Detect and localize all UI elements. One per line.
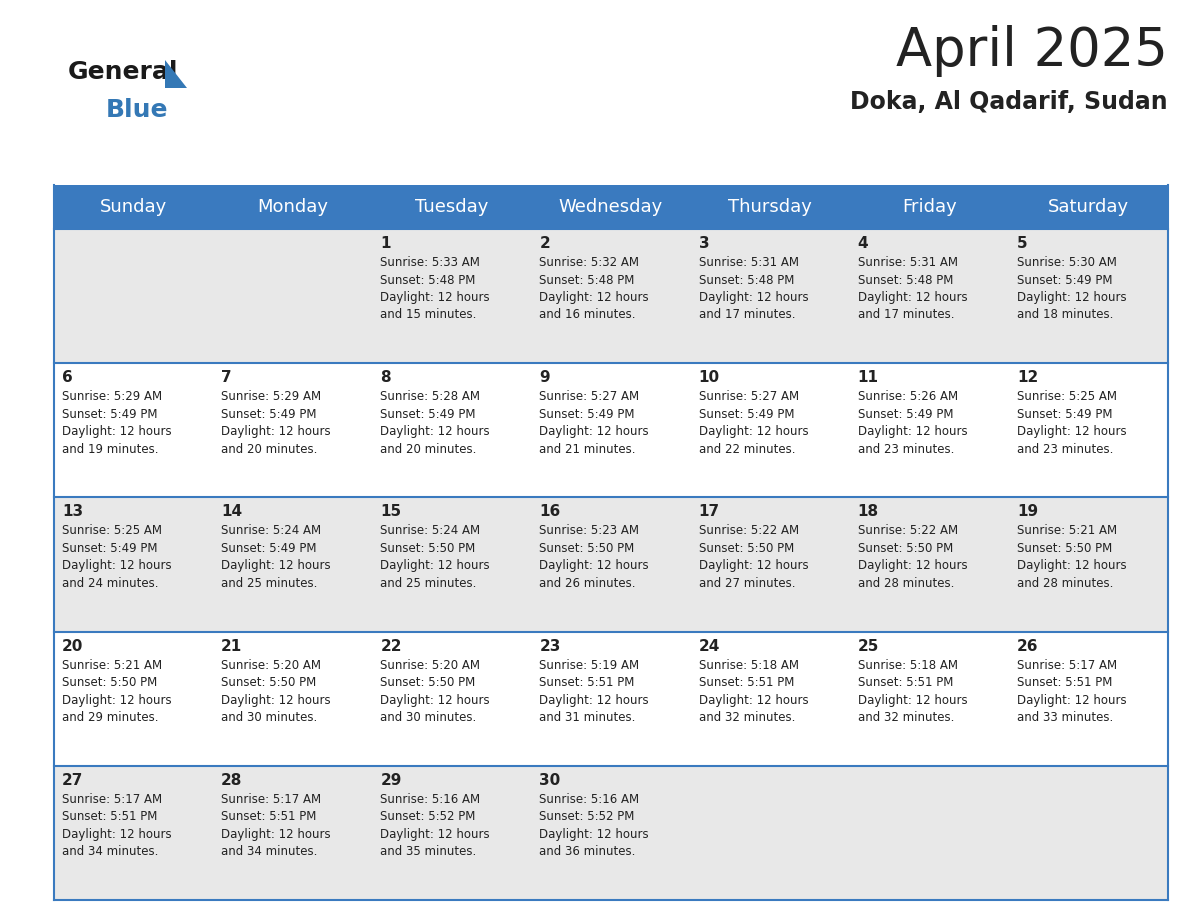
Text: Sunrise: 5:27 AM
Sunset: 5:49 PM
Daylight: 12 hours
and 21 minutes.: Sunrise: 5:27 AM Sunset: 5:49 PM Dayligh… xyxy=(539,390,649,455)
Text: Doka, Al Qadarif, Sudan: Doka, Al Qadarif, Sudan xyxy=(851,90,1168,114)
Text: Sunrise: 5:18 AM
Sunset: 5:51 PM
Daylight: 12 hours
and 32 minutes.: Sunrise: 5:18 AM Sunset: 5:51 PM Dayligh… xyxy=(858,658,967,724)
Text: Sunrise: 5:28 AM
Sunset: 5:49 PM
Daylight: 12 hours
and 20 minutes.: Sunrise: 5:28 AM Sunset: 5:49 PM Dayligh… xyxy=(380,390,489,455)
Text: Sunrise: 5:24 AM
Sunset: 5:49 PM
Daylight: 12 hours
and 25 minutes.: Sunrise: 5:24 AM Sunset: 5:49 PM Dayligh… xyxy=(221,524,330,590)
Text: Tuesday: Tuesday xyxy=(415,198,488,216)
Text: Sunrise: 5:22 AM
Sunset: 5:50 PM
Daylight: 12 hours
and 28 minutes.: Sunrise: 5:22 AM Sunset: 5:50 PM Dayligh… xyxy=(858,524,967,590)
Text: 20: 20 xyxy=(62,639,83,654)
Bar xyxy=(53,498,1168,632)
Text: Sunrise: 5:16 AM
Sunset: 5:52 PM
Daylight: 12 hours
and 36 minutes.: Sunrise: 5:16 AM Sunset: 5:52 PM Dayligh… xyxy=(539,793,649,858)
Text: 10: 10 xyxy=(699,370,720,386)
Text: 22: 22 xyxy=(380,639,402,654)
Text: 8: 8 xyxy=(380,370,391,386)
Text: 13: 13 xyxy=(62,504,83,520)
Text: Sunrise: 5:17 AM
Sunset: 5:51 PM
Daylight: 12 hours
and 33 minutes.: Sunrise: 5:17 AM Sunset: 5:51 PM Dayligh… xyxy=(1017,658,1126,724)
Text: April 2025: April 2025 xyxy=(896,25,1168,77)
Text: Sunrise: 5:22 AM
Sunset: 5:50 PM
Daylight: 12 hours
and 27 minutes.: Sunrise: 5:22 AM Sunset: 5:50 PM Dayligh… xyxy=(699,524,808,590)
Text: Sunrise: 5:32 AM
Sunset: 5:48 PM
Daylight: 12 hours
and 16 minutes.: Sunrise: 5:32 AM Sunset: 5:48 PM Dayligh… xyxy=(539,256,649,321)
Text: 1: 1 xyxy=(380,236,391,251)
Text: Sunrise: 5:16 AM
Sunset: 5:52 PM
Daylight: 12 hours
and 35 minutes.: Sunrise: 5:16 AM Sunset: 5:52 PM Dayligh… xyxy=(380,793,489,858)
Text: Monday: Monday xyxy=(258,198,328,216)
Text: 16: 16 xyxy=(539,504,561,520)
Text: 7: 7 xyxy=(221,370,232,386)
Bar xyxy=(53,185,1168,229)
Text: Sunrise: 5:20 AM
Sunset: 5:50 PM
Daylight: 12 hours
and 30 minutes.: Sunrise: 5:20 AM Sunset: 5:50 PM Dayligh… xyxy=(221,658,330,724)
Text: 14: 14 xyxy=(221,504,242,520)
Text: Sunrise: 5:20 AM
Sunset: 5:50 PM
Daylight: 12 hours
and 30 minutes.: Sunrise: 5:20 AM Sunset: 5:50 PM Dayligh… xyxy=(380,658,489,724)
Text: Sunrise: 5:29 AM
Sunset: 5:49 PM
Daylight: 12 hours
and 20 minutes.: Sunrise: 5:29 AM Sunset: 5:49 PM Dayligh… xyxy=(221,390,330,455)
Bar xyxy=(53,229,1168,364)
Text: Sunrise: 5:31 AM
Sunset: 5:48 PM
Daylight: 12 hours
and 17 minutes.: Sunrise: 5:31 AM Sunset: 5:48 PM Dayligh… xyxy=(699,256,808,321)
Text: 29: 29 xyxy=(380,773,402,788)
Text: Wednesday: Wednesday xyxy=(558,198,663,216)
Text: Sunrise: 5:33 AM
Sunset: 5:48 PM
Daylight: 12 hours
and 15 minutes.: Sunrise: 5:33 AM Sunset: 5:48 PM Dayligh… xyxy=(380,256,489,321)
Text: Thursday: Thursday xyxy=(728,198,813,216)
Polygon shape xyxy=(165,60,187,88)
Text: 4: 4 xyxy=(858,236,868,251)
Text: 21: 21 xyxy=(221,639,242,654)
Text: Sunday: Sunday xyxy=(100,198,168,216)
Text: 27: 27 xyxy=(62,773,83,788)
Text: 3: 3 xyxy=(699,236,709,251)
Text: Sunrise: 5:21 AM
Sunset: 5:50 PM
Daylight: 12 hours
and 28 minutes.: Sunrise: 5:21 AM Sunset: 5:50 PM Dayligh… xyxy=(1017,524,1126,590)
Bar xyxy=(53,766,1168,900)
Text: 24: 24 xyxy=(699,639,720,654)
Text: 17: 17 xyxy=(699,504,720,520)
Text: Sunrise: 5:21 AM
Sunset: 5:50 PM
Daylight: 12 hours
and 29 minutes.: Sunrise: 5:21 AM Sunset: 5:50 PM Dayligh… xyxy=(62,658,171,724)
Text: Sunrise: 5:31 AM
Sunset: 5:48 PM
Daylight: 12 hours
and 17 minutes.: Sunrise: 5:31 AM Sunset: 5:48 PM Dayligh… xyxy=(858,256,967,321)
Text: Sunrise: 5:29 AM
Sunset: 5:49 PM
Daylight: 12 hours
and 19 minutes.: Sunrise: 5:29 AM Sunset: 5:49 PM Dayligh… xyxy=(62,390,171,455)
Text: Blue: Blue xyxy=(106,98,169,122)
Text: 12: 12 xyxy=(1017,370,1038,386)
Text: 25: 25 xyxy=(858,639,879,654)
Text: 2: 2 xyxy=(539,236,550,251)
Text: Sunrise: 5:24 AM
Sunset: 5:50 PM
Daylight: 12 hours
and 25 minutes.: Sunrise: 5:24 AM Sunset: 5:50 PM Dayligh… xyxy=(380,524,489,590)
Text: 23: 23 xyxy=(539,639,561,654)
Text: Sunrise: 5:25 AM
Sunset: 5:49 PM
Daylight: 12 hours
and 23 minutes.: Sunrise: 5:25 AM Sunset: 5:49 PM Dayligh… xyxy=(1017,390,1126,455)
Text: Sunrise: 5:19 AM
Sunset: 5:51 PM
Daylight: 12 hours
and 31 minutes.: Sunrise: 5:19 AM Sunset: 5:51 PM Dayligh… xyxy=(539,658,649,724)
Bar xyxy=(53,364,1168,498)
Text: Sunrise: 5:25 AM
Sunset: 5:49 PM
Daylight: 12 hours
and 24 minutes.: Sunrise: 5:25 AM Sunset: 5:49 PM Dayligh… xyxy=(62,524,171,590)
Text: Sunrise: 5:30 AM
Sunset: 5:49 PM
Daylight: 12 hours
and 18 minutes.: Sunrise: 5:30 AM Sunset: 5:49 PM Dayligh… xyxy=(1017,256,1126,321)
Text: 30: 30 xyxy=(539,773,561,788)
Text: 9: 9 xyxy=(539,370,550,386)
Text: Friday: Friday xyxy=(902,198,956,216)
Text: 28: 28 xyxy=(221,773,242,788)
Text: Sunrise: 5:27 AM
Sunset: 5:49 PM
Daylight: 12 hours
and 22 minutes.: Sunrise: 5:27 AM Sunset: 5:49 PM Dayligh… xyxy=(699,390,808,455)
Text: Sunrise: 5:26 AM
Sunset: 5:49 PM
Daylight: 12 hours
and 23 minutes.: Sunrise: 5:26 AM Sunset: 5:49 PM Dayligh… xyxy=(858,390,967,455)
Text: Saturday: Saturday xyxy=(1048,198,1129,216)
Text: Sunrise: 5:18 AM
Sunset: 5:51 PM
Daylight: 12 hours
and 32 minutes.: Sunrise: 5:18 AM Sunset: 5:51 PM Dayligh… xyxy=(699,658,808,724)
Text: 26: 26 xyxy=(1017,639,1038,654)
Text: 6: 6 xyxy=(62,370,72,386)
Text: Sunrise: 5:17 AM
Sunset: 5:51 PM
Daylight: 12 hours
and 34 minutes.: Sunrise: 5:17 AM Sunset: 5:51 PM Dayligh… xyxy=(62,793,171,858)
Text: 15: 15 xyxy=(380,504,402,520)
Text: Sunrise: 5:17 AM
Sunset: 5:51 PM
Daylight: 12 hours
and 34 minutes.: Sunrise: 5:17 AM Sunset: 5:51 PM Dayligh… xyxy=(221,793,330,858)
Text: 18: 18 xyxy=(858,504,879,520)
Text: Sunrise: 5:23 AM
Sunset: 5:50 PM
Daylight: 12 hours
and 26 minutes.: Sunrise: 5:23 AM Sunset: 5:50 PM Dayligh… xyxy=(539,524,649,590)
Text: 5: 5 xyxy=(1017,236,1028,251)
Text: General: General xyxy=(68,60,178,84)
Text: 19: 19 xyxy=(1017,504,1038,520)
Bar xyxy=(53,632,1168,766)
Text: 11: 11 xyxy=(858,370,879,386)
